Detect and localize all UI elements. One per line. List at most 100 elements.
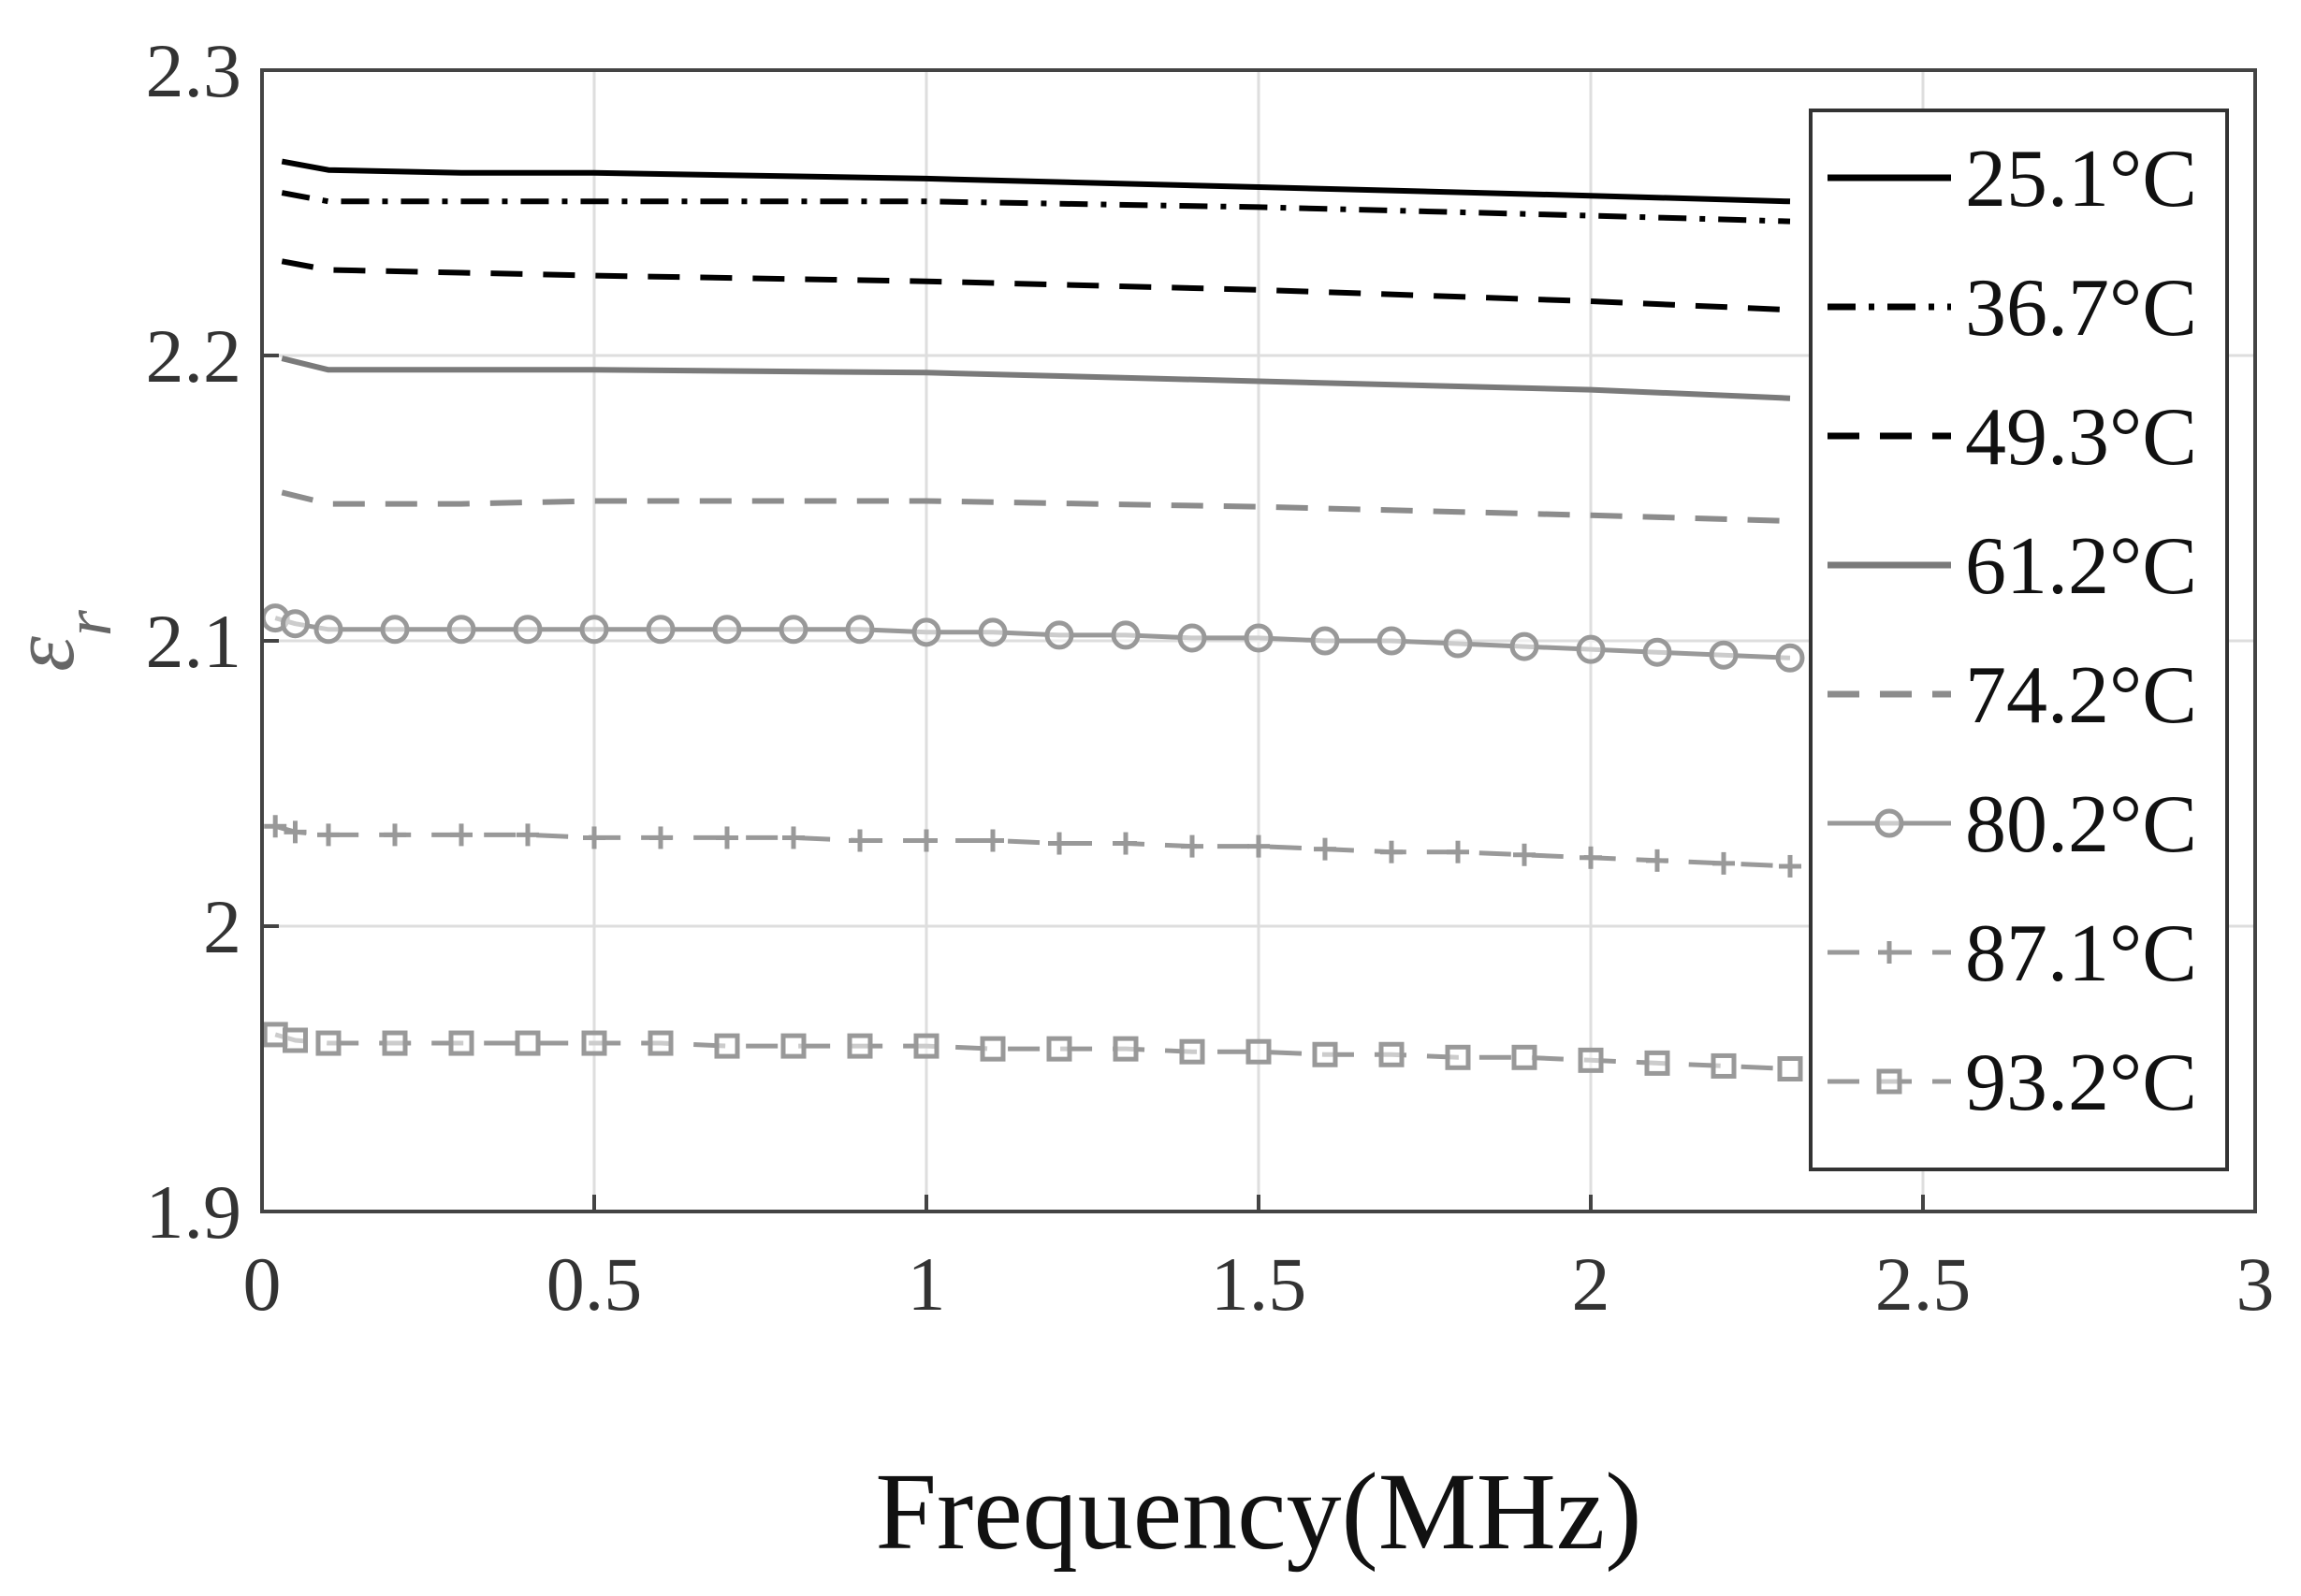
data-point	[264, 815, 287, 838]
data-point	[780, 1033, 807, 1059]
data-point	[1177, 623, 1207, 653]
data-point	[779, 615, 808, 645]
svg-text:εr: εr	[0, 609, 125, 672]
data-point	[1777, 1056, 1803, 1081]
legend-item: 61.2°C	[1828, 521, 2197, 612]
data-point	[382, 1030, 408, 1056]
data-point	[1114, 832, 1137, 855]
data-point	[1775, 643, 1805, 673]
data-point	[1644, 1050, 1670, 1076]
data-point	[646, 615, 676, 645]
data-point	[714, 1033, 740, 1059]
series-5	[281, 489, 1791, 524]
data-point	[579, 615, 609, 645]
legend-swatch-marker	[1878, 941, 1901, 964]
data-point	[1376, 626, 1406, 656]
data-point	[1310, 626, 1340, 656]
legend-label: 25.1°C	[1965, 134, 2197, 225]
x-tick-label: 0.5	[546, 1241, 643, 1327]
legend-item: 74.2°C	[1828, 650, 2197, 741]
legend-item: 80.2°C	[1828, 779, 2197, 870]
data-point	[1314, 837, 1336, 861]
data-point	[1779, 854, 1801, 878]
data-point	[1181, 834, 1203, 858]
data-point	[1046, 1036, 1072, 1062]
legend-item: 25.1°C	[1828, 134, 2197, 225]
data-point	[513, 615, 543, 645]
y-axis-title-subscript: r	[51, 609, 125, 636]
data-point	[1712, 851, 1735, 875]
x-tick-label: 1	[908, 1241, 946, 1327]
series-3	[281, 258, 1791, 313]
series-8	[262, 1022, 1803, 1081]
legend-items: 25.1°C 36.7°C 49.3°C 61.2°C 74.2°C 80.2°C 87.1…	[1828, 134, 2197, 1128]
data-point	[716, 826, 738, 849]
data-point	[782, 826, 805, 849]
data-point	[1044, 620, 1074, 650]
data-point	[1113, 1036, 1139, 1062]
data-point	[1580, 846, 1602, 869]
y-tick-labels: 1.9 2 2.1 2.2 2.3	[146, 28, 279, 1255]
data-point	[283, 1027, 308, 1053]
data-point	[384, 823, 406, 847]
data-point	[1709, 640, 1739, 670]
data-point	[1111, 620, 1141, 650]
x-tick-labels: 0 0.5 1 1.5 2 2.5 3	[243, 1195, 2275, 1327]
data-point	[845, 615, 875, 645]
legend-swatch-marker	[1874, 808, 1904, 838]
data-point	[1380, 840, 1403, 863]
data-point	[1513, 843, 1536, 866]
data-point	[581, 1030, 607, 1056]
legend-item: 49.3°C	[1828, 392, 2197, 483]
x-axis-title: Frequency(MHz)	[875, 1450, 1641, 1573]
series-4	[281, 355, 1791, 401]
series-line	[281, 258, 1791, 313]
series-2	[281, 190, 1791, 225]
data-point	[1312, 1041, 1338, 1067]
data-point	[1646, 849, 1668, 872]
data-point	[1048, 832, 1070, 855]
legend-swatch-marker	[1876, 1068, 1902, 1095]
y-tick-label: 2.3	[146, 28, 242, 113]
data-point	[913, 1033, 939, 1059]
series-line	[281, 355, 1791, 401]
data-point	[911, 617, 941, 647]
x-tick-label: 2	[1572, 1241, 1610, 1327]
legend-box	[1809, 109, 2229, 1171]
data-point	[1578, 1047, 1604, 1073]
data-point	[978, 617, 1008, 647]
y-tick-label: 2	[203, 884, 241, 969]
legend-label: 49.3°C	[1965, 392, 2197, 483]
y-tick-label: 2.2	[146, 313, 242, 399]
y-axis-title: εr	[0, 609, 125, 672]
data-point	[583, 826, 605, 849]
data-point	[712, 615, 742, 645]
data-point	[515, 1030, 541, 1056]
data-point	[446, 615, 476, 645]
data-point	[849, 829, 871, 852]
data-point	[284, 820, 307, 844]
data-point	[1244, 623, 1274, 653]
data-point	[1447, 840, 1469, 863]
x-tick-label: 3	[2236, 1241, 2275, 1327]
data-point	[648, 1030, 674, 1056]
data-point	[315, 1030, 342, 1056]
data-point	[1711, 1052, 1737, 1079]
legend-item: 87.1°C	[1828, 908, 2197, 999]
data-point	[1576, 634, 1606, 664]
data-point	[448, 1030, 474, 1056]
legend-label: 61.2°C	[1965, 521, 2197, 612]
data-point	[450, 823, 473, 847]
y-tick-label: 2.1	[146, 599, 242, 684]
data-point	[317, 823, 340, 847]
y-tick-label: 1.9	[146, 1169, 242, 1255]
data-point	[262, 1022, 288, 1048]
data-point	[1445, 1044, 1471, 1070]
legend: 25.1°C 36.7°C 49.3°C 61.2°C 74.2°C 80.2°C 87.1…	[1809, 109, 2229, 1171]
legend-item: 36.7°C	[1828, 263, 2197, 354]
series-layer	[260, 158, 1805, 1081]
series-1	[281, 158, 1791, 205]
legend-label: 93.2°C	[1965, 1037, 2197, 1128]
y-axis-title-base: ε	[0, 636, 93, 672]
